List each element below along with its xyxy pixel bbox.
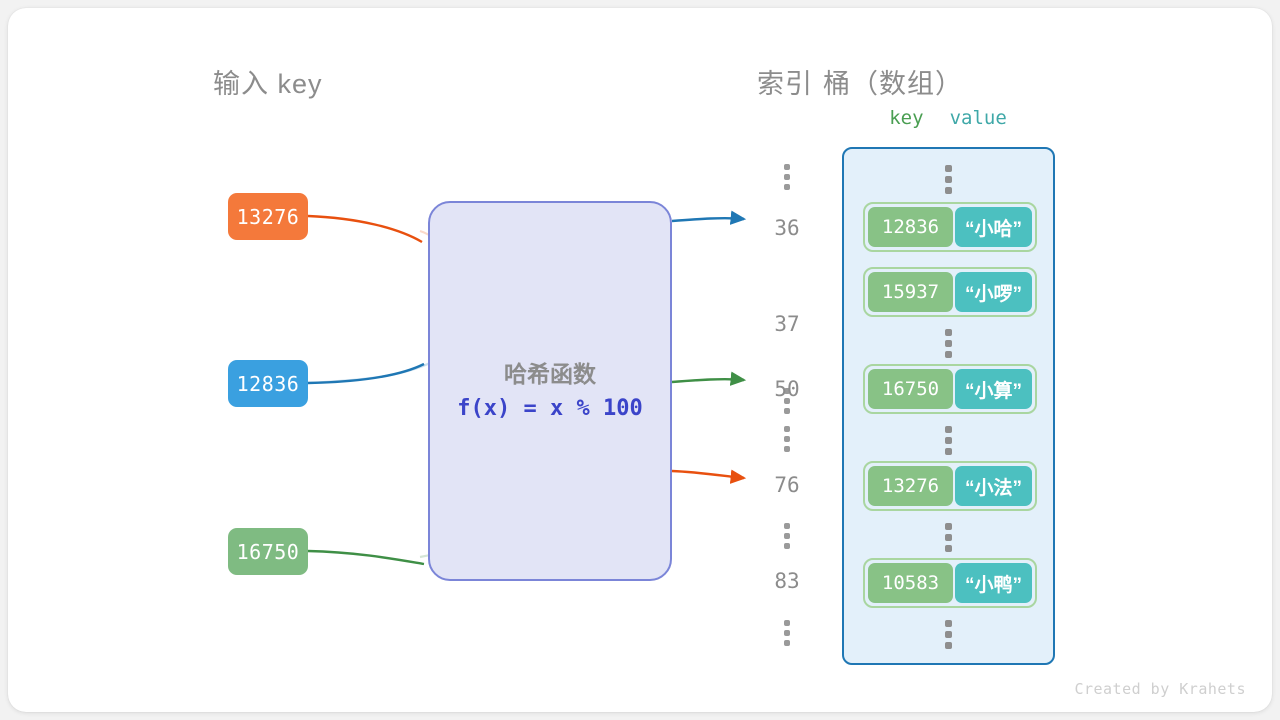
index-ellipsis [757,523,817,549]
column-title-input: 输入 key [213,69,323,99]
hash-function-title: 哈希函数 [504,361,596,387]
column-title-index: 索引 [757,69,813,99]
bucket-kv-header: key value [889,107,1007,129]
bucket-ellipsis [844,620,1053,649]
bucket-ellipsis [844,426,1053,455]
column-title-bucket: 桶（数组） [823,69,963,99]
index-ellipsis [757,388,817,414]
entry-value: “小啰” [954,272,1032,312]
bucket-entry[interactable]: 16750 “小算” [863,364,1037,414]
entry-value: “小哈” [954,207,1032,247]
entry-key: 12836 [868,207,953,247]
entry-key: 10583 [868,563,953,603]
index-37: 37 [774,312,800,336]
input-key-12836[interactable]: 12836 [228,360,308,407]
entry-value: “小算” [954,369,1032,409]
diagram-card: 输入 key 索引 桶（数组） key value [8,8,1272,712]
hash-function-box: 哈希函数 f(x) = x % 100 [428,201,672,581]
credit-text: Created by Krahets [1074,680,1246,698]
entry-key: 13276 [868,466,953,506]
index-76: 76 [774,473,800,497]
hash-function-formula: f(x) = x % 100 [457,396,643,421]
input-key-16750[interactable]: 16750 [228,528,308,575]
bucket-ellipsis [844,165,1053,194]
input-key-13276[interactable]: 13276 [228,193,308,240]
index-83: 83 [774,569,800,593]
bucket-entry[interactable]: 10583 “小鸭” [863,558,1037,608]
bucket-entry[interactable]: 12836 “小哈” [863,202,1037,252]
bucket-key-label: key [889,107,924,129]
index-36: 36 [774,216,800,240]
index-50: 50 [774,377,800,401]
bucket-array: 12836 “小哈” 15937 “小啰” 16750 “小算” 13276 “… [842,147,1055,665]
bucket-ellipsis [844,329,1053,358]
bucket-entry[interactable]: 13276 “小法” [863,461,1037,511]
entry-value: “小法” [954,466,1032,506]
index-ellipsis [757,164,817,190]
entry-key: 15937 [868,272,953,312]
bucket-value-label: value [949,107,1007,129]
index-ellipsis [757,620,817,646]
bucket-entry[interactable]: 15937 “小啰” [863,267,1037,317]
bucket-ellipsis [844,523,1053,552]
index-ellipsis [757,426,817,452]
entry-key: 16750 [868,369,953,409]
entry-value: “小鸭” [954,563,1032,603]
